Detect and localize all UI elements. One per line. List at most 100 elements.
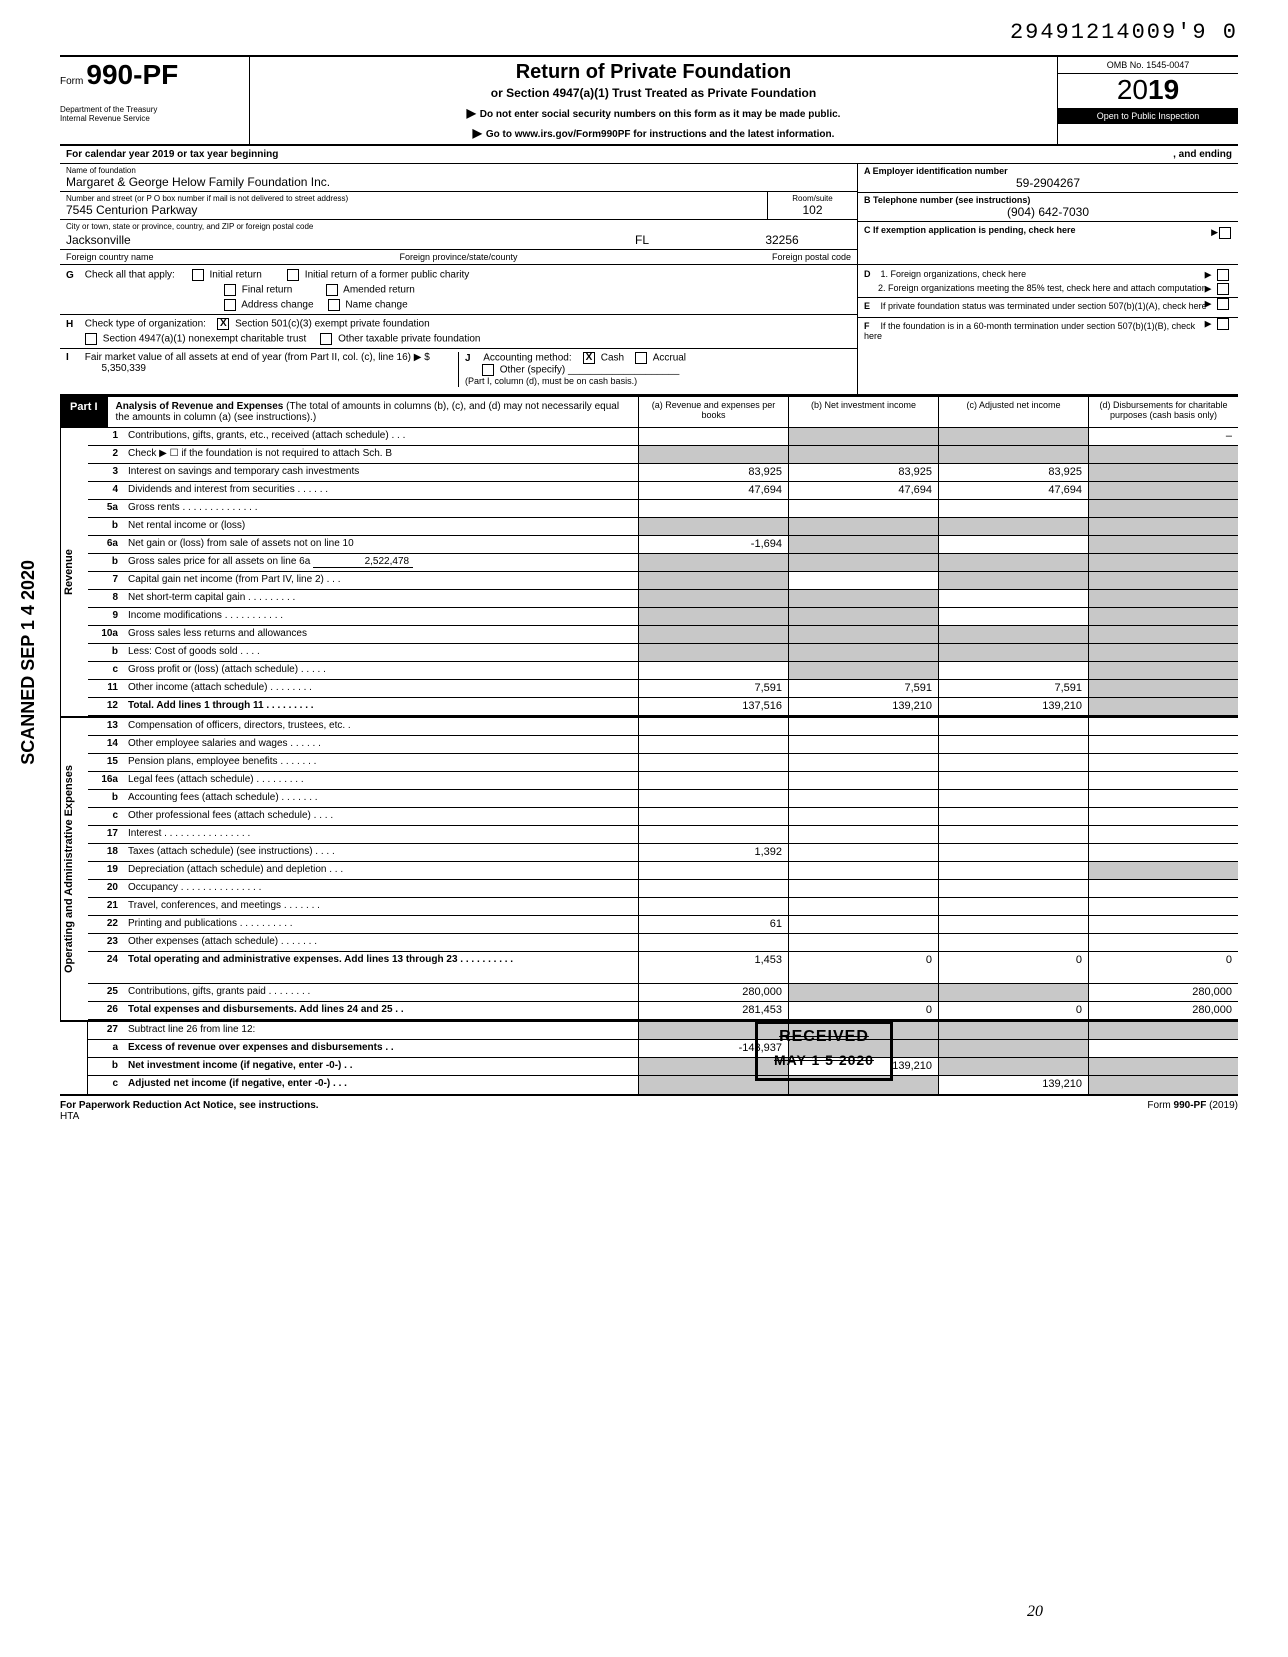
e-label: If private foundation status was termina… [881,301,1207,311]
address-change-label: Address change [241,300,313,311]
line-18-a: 1,392 [638,844,788,861]
col-c-header: (c) Adjusted net income [938,397,1088,427]
line-27a-desc: Excess of revenue over expenses and disb… [124,1040,638,1057]
identification-block: Name of foundation Margaret & George Hel… [60,164,1238,265]
foundation-name: Margaret & George Helow Family Foundatio… [66,175,851,189]
line-4-b: 47,694 [788,482,938,499]
line-26-d: 280,000 [1088,1002,1238,1019]
room-suite: 102 [774,203,851,217]
city-label: City or town, state or province, country… [60,220,857,231]
final-return-checkbox[interactable] [224,284,236,296]
exemption-pending-label: C If exemption application is pending, c… [864,225,1076,235]
line-4-desc: Dividends and interest from securities .… [124,482,638,499]
line-24-a: 1,453 [638,952,788,983]
part1-label: Part I [60,397,108,427]
line-19-desc: Depreciation (attach schedule) and deple… [124,862,638,879]
line-16b-desc: Accounting fees (attach schedule) . . . … [124,790,638,807]
other-method-label: Other (specify) [500,365,566,376]
other-taxable-label: Other taxable private foundation [338,334,480,345]
4947-label: Section 4947(a)(1) nonexempt charitable … [103,334,306,345]
form-header: Form 990-PF Department of the Treasury I… [60,55,1238,146]
phone-label: B Telephone number (see instructions) [864,195,1232,205]
form-title: Return of Private Foundation [258,61,1049,84]
address-change-checkbox[interactable] [224,299,236,311]
line-11-desc: Other income (attach schedule) . . . . .… [124,680,638,697]
line-22-a: 61 [638,916,788,933]
line-3-c: 83,925 [938,464,1088,481]
line-16a-desc: Legal fees (attach schedule) . . . . . .… [124,772,638,789]
f-checkbox[interactable] [1217,318,1229,330]
line-3-desc: Interest on savings and temporary cash i… [124,464,638,481]
final-return-label: Final return [242,285,293,296]
revenue-side-label: Revenue [60,428,88,716]
cash-checkbox[interactable]: X [583,352,595,364]
exemption-pending-checkbox[interactable] [1219,227,1231,239]
initial-former-checkbox[interactable] [287,269,299,281]
501c3-checkbox[interactable]: X [217,318,229,330]
form-subtitle: or Section 4947(a)(1) Trust Treated as P… [258,86,1049,100]
dept-treasury: Department of the Treasury Internal Reve… [60,105,243,123]
initial-return-checkbox[interactable] [192,269,204,281]
line-27b-desc: Net investment income (if negative, ente… [124,1058,638,1075]
line-20-desc: Occupancy . . . . . . . . . . . . . . . [124,880,638,897]
cash-label: Cash [601,353,624,364]
handwritten-20: 20 [1027,1603,1043,1621]
footer: For Paperwork Reduction Act Notice, see … [60,1096,1238,1122]
line-25-d: 280,000 [1088,984,1238,1001]
part1-header: Part I Analysis of Revenue and Expenses … [60,395,1238,428]
line-25-a: 280,000 [638,984,788,1001]
accrual-checkbox[interactable] [635,352,647,364]
line-10c-desc: Gross profit or (loss) (attach schedule)… [124,662,638,679]
501c3-label: Section 501(c)(3) exempt private foundat… [235,319,430,330]
d2-checkbox[interactable] [1217,283,1229,295]
accounting-method-label: Accounting method: [483,353,571,364]
revenue-section: Revenue 1Contributions, gifts, grants, e… [60,428,1238,718]
phone: (904) 642-7030 [864,205,1232,219]
state: FL [577,231,707,249]
received-stamp: RECEIVED MAY 1 5 2020 [755,1021,893,1081]
d1-label: 1. Foreign organizations, check here [881,269,1027,279]
check-section-gh: G Check all that apply: Initial return I… [60,265,1238,395]
line-4-c: 47,694 [938,482,1088,499]
line-24-d: 0 [1088,952,1238,983]
other-taxable-checkbox[interactable] [320,333,332,345]
net-section: 27Subtract line 26 from line 12: aExcess… [60,1022,1238,1096]
id-left: Name of foundation Margaret & George Hel… [60,164,858,264]
amended-return-label: Amended return [343,285,415,296]
foreign-country-label: Foreign country name [60,250,326,264]
d2-label: 2. Foreign organizations meeting the 85%… [878,283,1207,293]
form-header-right: OMB No. 1545-0047 2019 Open to Public In… [1058,57,1238,144]
line-27c-c: 139,210 [938,1076,1088,1094]
e-checkbox[interactable] [1217,298,1229,310]
d1-checkbox[interactable] [1217,269,1229,281]
city: Jacksonville [60,231,577,249]
line-5a-desc: Gross rents . . . . . . . . . . . . . . [124,500,638,517]
tax-year: 2019 [1058,74,1238,108]
g-label: Check all that apply: [85,270,175,281]
received-date: MAY 1 5 2020 [774,1052,874,1068]
line-18-desc: Taxes (attach schedule) (see instruction… [124,844,638,861]
name-change-checkbox[interactable] [328,299,340,311]
id-right: A Employer identification number 59-2904… [858,164,1238,264]
line-11-c: 7,591 [938,680,1088,697]
line-17-desc: Interest . . . . . . . . . . . . . . . . [124,826,638,843]
initial-former-label: Initial return of a former public charit… [305,270,470,281]
line-3-a: 83,925 [638,464,788,481]
line-1-d: – [1088,428,1238,445]
line-22-desc: Printing and publications . . . . . . . … [124,916,638,933]
line-24-b: 0 [788,952,938,983]
calyear-label: For calendar year 2019 or tax year begin… [66,149,278,160]
name-change-label: Name change [345,300,407,311]
amended-return-checkbox[interactable] [326,284,338,296]
street-address: 7545 Centurion Parkway [66,203,761,217]
col-b-header: (b) Net investment income [788,397,938,427]
expenses-section: Operating and Administrative Expenses 13… [60,718,1238,1022]
form-header-center: Return of Private Foundation or Section … [250,57,1058,144]
room-label: Room/suite [774,194,851,203]
4947-checkbox[interactable] [85,333,97,345]
initial-return-label: Initial return [210,270,262,281]
line-27-desc: Subtract line 26 from line 12: [124,1022,638,1039]
ein: 59-2904267 [864,176,1232,190]
line-7-desc: Capital gain net income (from Part IV, l… [124,572,638,589]
other-method-checkbox[interactable] [482,364,494,376]
